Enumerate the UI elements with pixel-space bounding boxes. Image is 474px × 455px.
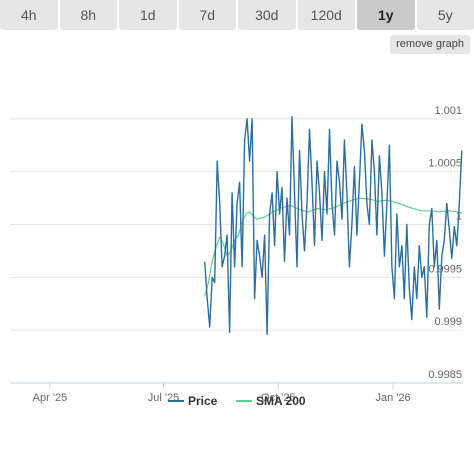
x-axis-ticks: Apr '25 Jul '25 Oct '25 Jan '26 [10,382,463,404]
tab-1d[interactable]: 1d [119,0,177,30]
legend-item-sma-200[interactable]: SMA 200 [236,394,306,408]
y-tick-label: 0.9995 [428,263,462,275]
y-tick-label: 1.0005 [428,158,462,170]
legend-item-price[interactable]: Price [168,394,218,408]
y-tick-label: 0.9985 [428,369,462,381]
x-tick-label: Jul '25 [148,392,179,404]
legend-label: SMA 200 [256,394,306,408]
x-tick-label: Oct '25 [261,392,296,404]
tab-120d[interactable]: 120d [297,0,355,30]
sma-200-series-line [204,197,462,297]
tab-7d[interactable]: 7d [178,0,236,30]
chart-series [204,116,463,336]
y-tick-label: 0.999 [434,316,462,328]
y-tick-label: 1.001 [434,105,462,117]
tab-30d[interactable]: 30d [238,0,296,30]
x-tick-label: Apr '25 [33,392,68,404]
timeframe-tabs: 4h 8h 1d 7d 30d 120d 1y 5y [0,0,474,30]
tab-4h[interactable]: 4h [0,0,58,30]
x-tick-label: Jan '26 [376,392,411,404]
remove-graph-button[interactable]: remove graph [390,35,470,54]
legend-label: Price [188,394,218,408]
chart-legend[interactable]: Price SMA 200 [168,394,306,408]
tab-5y[interactable]: 5y [416,0,474,30]
price-series-line [204,116,463,336]
tab-8h[interactable]: 8h [59,0,117,30]
chart-grid [10,118,463,384]
tab-1y[interactable]: 1y [357,0,415,30]
